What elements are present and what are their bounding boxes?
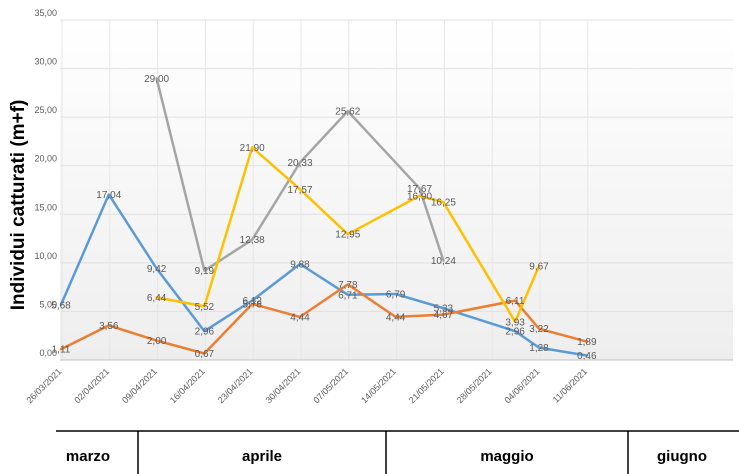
month-label-giugno: giugno xyxy=(657,448,707,465)
data-label: 5,33 xyxy=(434,304,454,315)
x-tick-label: 21/05/2021 xyxy=(407,366,446,405)
series-line-1 xyxy=(59,193,589,357)
y-tick-label: 35,00 xyxy=(34,8,57,18)
data-label: 7,78 xyxy=(338,280,358,291)
data-label: 1,89 xyxy=(577,337,597,348)
data-label: 6,71 xyxy=(338,290,358,301)
y-tick-label: 30,00 xyxy=(34,57,57,67)
x-tick-label: 16/04/2021 xyxy=(168,366,207,405)
data-label: 29,00 xyxy=(144,74,169,85)
data-label: 5,68 xyxy=(51,300,71,311)
data-label: 0,67 xyxy=(195,349,215,360)
month-label-marzo: marzo xyxy=(66,448,110,465)
y-tick-label: 20,00 xyxy=(34,154,57,164)
data-label: 2,00 xyxy=(147,336,167,347)
data-label: 5,52 xyxy=(195,302,215,313)
data-label: 16,90 xyxy=(407,191,432,202)
data-label: 9,67 xyxy=(529,262,549,273)
data-label: 2,96 xyxy=(195,327,215,338)
data-label: 3,56 xyxy=(99,321,119,332)
data-label: 16,25 xyxy=(431,198,456,209)
data-label: 2,96 xyxy=(505,327,525,338)
x-tick-label: 30/04/2021 xyxy=(263,366,302,405)
data-label: 10,24 xyxy=(431,256,456,267)
data-label: 0,46 xyxy=(577,351,597,362)
data-label: 6,12 xyxy=(242,296,262,307)
x-tick-label: 14/05/2021 xyxy=(359,366,398,405)
data-label: 17,04 xyxy=(96,190,121,201)
data-label: 6,44 xyxy=(147,293,167,304)
data-label: 21,90 xyxy=(240,143,265,154)
series-line-2 xyxy=(59,283,589,355)
y-tick-label: 15,00 xyxy=(34,202,57,212)
x-tick-label: 02/04/2021 xyxy=(72,366,111,405)
x-tick-label: 07/05/2021 xyxy=(311,366,350,405)
data-label: 4,44 xyxy=(386,312,406,323)
data-label: 3,93 xyxy=(505,317,525,328)
x-tick-label: 26/03/2021 xyxy=(24,366,63,405)
data-label: 20,33 xyxy=(287,158,312,169)
x-tick-label: 11/06/2021 xyxy=(551,366,589,404)
series-line-4 xyxy=(155,146,541,324)
data-label: 1,11 xyxy=(52,345,71,356)
y-tick-label: 25,00 xyxy=(34,105,57,115)
data-label: 9,42 xyxy=(147,264,167,275)
data-label: 12,95 xyxy=(335,230,360,241)
data-label: 4,44 xyxy=(290,312,310,323)
data-label: 9,19 xyxy=(195,266,215,277)
data-label: 6,11 xyxy=(506,296,525,307)
data-label: 6,79 xyxy=(386,290,406,301)
x-tick-label: 28/05/2021 xyxy=(455,366,494,405)
data-label: 1,28 xyxy=(529,343,549,354)
series-line-3 xyxy=(155,77,445,272)
data-label: 17,67 xyxy=(407,184,432,195)
y-axis-title: Individui catturati (m+f) xyxy=(8,100,29,311)
data-label: 25,62 xyxy=(335,107,360,118)
data-label: 4,67 xyxy=(434,310,454,321)
data-label: 12,38 xyxy=(240,235,265,246)
x-tick-label: 04/06/2021 xyxy=(502,366,541,405)
data-label: 5,78 xyxy=(242,299,262,310)
month-label-maggio: maggio xyxy=(480,448,533,465)
data-label: 17,57 xyxy=(287,185,312,196)
y-tick-label: 5,00 xyxy=(39,299,57,309)
x-tick-label: 23/04/2021 xyxy=(216,366,255,405)
y-tick-label: 10,00 xyxy=(34,251,57,261)
data-label: 3,22 xyxy=(529,324,549,335)
y-tick-label: 0,00 xyxy=(39,348,57,358)
x-tick-label: 09/04/2021 xyxy=(120,366,159,405)
data-label: 9,88 xyxy=(290,260,310,271)
month-label-aprile: aprile xyxy=(242,448,282,465)
